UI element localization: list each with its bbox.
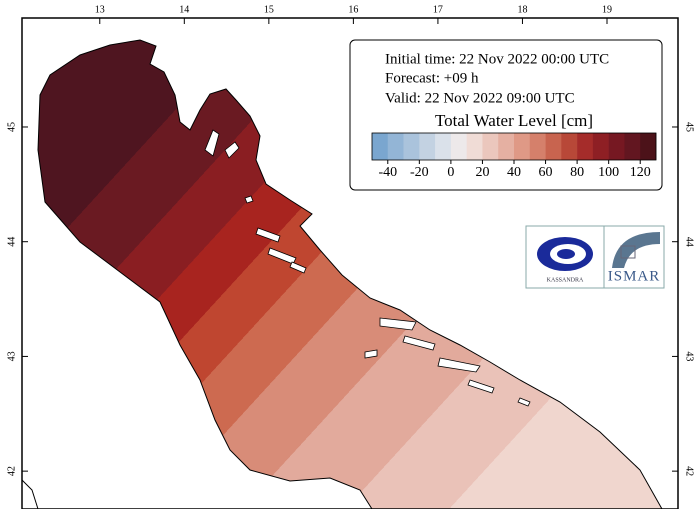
- colorbar-swatch: [387, 133, 404, 160]
- ismar-label: ISMAR: [608, 268, 661, 284]
- colorbar-tick-label: 60: [539, 165, 553, 180]
- colorbar-tick-label: 20: [475, 165, 489, 180]
- map-frame: [21, 17, 679, 509]
- lat-tick-label-right: 43: [684, 351, 695, 361]
- colorbar-swatch: [419, 133, 436, 160]
- colorbar-swatch: [561, 133, 578, 160]
- ismar-logo: [612, 232, 660, 268]
- colorbar-swatch: [372, 133, 389, 160]
- colorbar-tick-label: 100: [598, 165, 619, 180]
- colorbar-swatch: [514, 133, 531, 160]
- kassandra-logo-core: [557, 249, 575, 259]
- colorbar-swatch: [435, 133, 452, 160]
- colorbar-tick-label: 80: [570, 165, 584, 180]
- colorbar-swatch: [466, 133, 483, 160]
- colorbar: -40 -20 0 20 40 60 80 100 120: [371, 132, 657, 180]
- colorbar-swatch: [498, 133, 515, 160]
- lon-tick-label: 14: [179, 4, 189, 15]
- colorbar-tick-label: 120: [630, 165, 651, 180]
- colorbar-swatch: [482, 133, 499, 160]
- lon-tick-label: 13: [95, 4, 105, 15]
- lat-tick-label-left: 45: [6, 122, 17, 132]
- colorbar-swatch: [608, 133, 625, 160]
- colorbar-swatch: [592, 133, 609, 160]
- colorbar-tick-label: -20: [410, 165, 429, 180]
- lon-tick-label: 18: [517, 4, 527, 15]
- lon-tick-label: 19: [602, 4, 612, 15]
- colorbar-swatch: [450, 133, 467, 160]
- colorbar-tick-label: 0: [447, 165, 454, 180]
- colorbar-swatch: [529, 133, 546, 160]
- colorbar-swatch: [403, 133, 420, 160]
- logos: KASSANDRA ISMAR: [525, 225, 665, 289]
- lat-tick-label-right: 45: [684, 122, 695, 132]
- colorbar-tick-label: 40: [507, 165, 521, 180]
- valid-time: Valid: 22 Nov 2022 09:00 UTC: [385, 90, 575, 106]
- lat-tick-label-left: 42: [6, 466, 17, 476]
- lat-tick-label-right: 44: [684, 237, 695, 247]
- lon-tick-label: 17: [433, 4, 443, 15]
- lon-tick-label: 15: [264, 4, 274, 15]
- initial-time: Initial time: 22 Nov 2022 00:00 UTC: [385, 51, 609, 67]
- colorbar-swatch: [640, 133, 657, 160]
- sea: [37, 39, 663, 509]
- colorbar-swatch: [545, 133, 562, 160]
- legend-title: Total Water Level [cm]: [435, 111, 593, 130]
- axes: 13 14 15 16 17 18 19 42 42 43 43 44 44 45 45: [6, 4, 694, 476]
- kassandra-label: KASSANDRA: [547, 277, 584, 283]
- lon-tick-label: 16: [348, 4, 358, 15]
- lat-tick-label-left: 44: [6, 237, 17, 247]
- colorbar-swatch: [624, 133, 641, 160]
- colorbar-tick-label: -40: [378, 165, 397, 180]
- lat-tick-label-left: 43: [6, 351, 17, 361]
- lat-tick-label-right: 42: [684, 466, 695, 476]
- land-south: [22, 479, 39, 509]
- colorbar-swatch: [577, 133, 594, 160]
- islands: [204, 129, 531, 407]
- map-area: [22, 39, 663, 509]
- ismar-icon: [620, 245, 636, 259]
- forecast: Forecast: +09 h: [385, 70, 479, 86]
